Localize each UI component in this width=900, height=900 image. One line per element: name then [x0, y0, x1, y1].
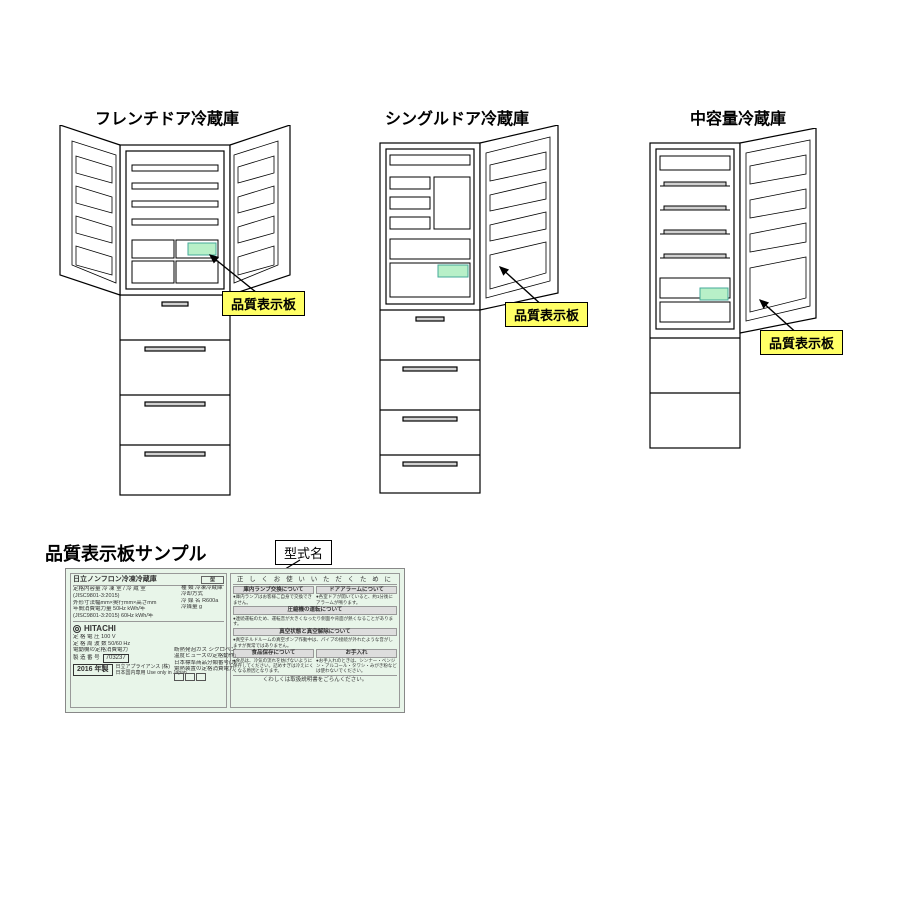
plate-left-row: (JISC9801-3:2015) 60Hz kWh/年: [73, 613, 224, 620]
plate-section-body: ●真空チルドルームの真空ポンプ作動中は、パイプの接続が外れたような音がしますが異…: [233, 637, 397, 648]
plate-section-body: ●連続運転のため、運転音が大きくなったり側面や背面が熱くなることがあります。: [233, 616, 397, 627]
plate-section-header: 庫内ランプ交換について: [233, 586, 314, 595]
plate-section-header: お手入れ: [316, 649, 397, 658]
plate-section-body: ●お手入れのときは、シンナー・ベンジン・アルコール・タワシ・みがき粉などは使わな…: [316, 658, 397, 674]
plate-model-field: 型: [201, 576, 224, 584]
plate-spec: 定 格 電 圧 100 V: [73, 634, 224, 641]
plate-section-header: 真空状態と真空解除について: [233, 628, 397, 637]
plate-subrow: 冷媒量 g: [181, 604, 237, 610]
plate-usage-title: 正 し く お 使 い い た だ く た め に: [233, 576, 397, 585]
model-arrow: [0, 0, 900, 900]
plate-product-title: 日立ノンフロン冷凍冷蔵庫: [73, 576, 157, 583]
plate-section-body: ●各室ドアが開いていると、約1分後にアラームが鳴ります。: [316, 594, 397, 605]
plate-bottom-note: くわしくは取扱説明書をごらんください。: [233, 675, 397, 684]
plate-brand: HITACHI: [73, 624, 224, 634]
plate-serial-label: 製 造 番 号: [73, 655, 100, 661]
plate-section-header: ドアアラームについて: [316, 586, 397, 595]
plate-serial-number: 703237: [103, 654, 129, 663]
plate-section-header: 食品保存について: [233, 649, 314, 658]
plate-year: 2016 年製: [73, 664, 113, 676]
plate-subrow: 温度ヒューズの定格動作温度: [174, 653, 236, 659]
plate-subrow: 電熱装置の定格消費電力: [174, 666, 236, 672]
plate-subrow: 日本標準商品分類番号(JICFS): [174, 660, 236, 666]
plate-section-header: 圧縮機の運転について: [233, 606, 397, 615]
quality-label-plate: 日立ノンフロン冷凍冷蔵庫 型 定格内容量 冷 凍 室 / 冷 蔵 室 (JISC…: [65, 568, 405, 713]
plate-section-body: ●食品は、冷気の流れを妨げないように保存してください。詰めすぎは冷えにくくなる原…: [233, 658, 314, 674]
plate-section-body: ●庫内ランプはお客様ご自身で交換できません。: [233, 594, 314, 605]
